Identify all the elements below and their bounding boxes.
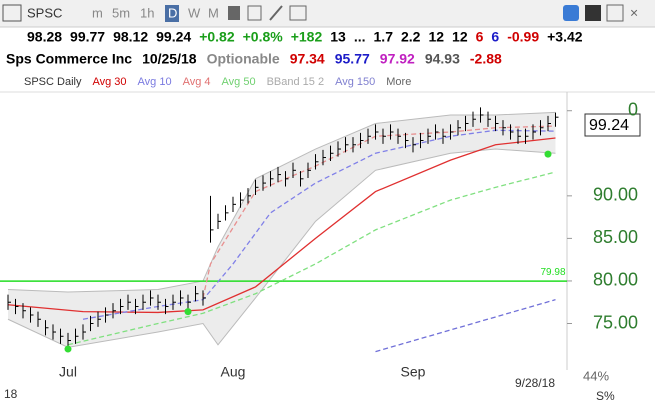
date-label: 9/28/18 [515,376,555,390]
info-value: 94.93 [425,51,460,67]
legend-entry: Avg 50 [222,76,256,88]
x-tick-label: Sep [401,364,426,380]
quote-value: ... [354,29,366,45]
quote-value: 1.7 [374,29,394,45]
quote-value: +0.82 [199,29,235,45]
close-icon[interactable]: × [630,5,638,21]
quote-value: +3.42 [547,29,583,45]
quote-value: 6 [476,29,484,45]
quote-value: -0.99 [507,29,539,45]
interval[interactable]: m [92,5,103,20]
info-value: 10/25/18 [142,51,197,67]
y-tick-label: 90.00 [593,185,638,205]
toolbar [0,0,655,27]
band-upper [7,111,556,293]
price-box-label: 99.24 [589,117,629,134]
horizontal-line-label: 79.98 [540,267,565,278]
legend-entry: Avg 150 [335,76,375,88]
window-icon[interactable] [606,4,624,22]
interval[interactable]: W [188,5,201,20]
quote-value: 13 [330,29,346,45]
interval[interactable]: 5m [112,5,130,20]
info-value: 95.77 [335,51,370,67]
quote-value: 12 [452,29,468,45]
legend-entry: More [386,76,411,88]
moving-average [375,299,556,353]
legend-entry: BBand 15 2 [267,76,325,88]
quote-value: 2.2 [401,29,421,45]
t-icon[interactable] [585,5,601,21]
footer-right[interactable]: S% [596,389,615,403]
quote-value: 99.24 [156,29,191,45]
signal-dot [544,150,552,158]
legend-entry: Avg 10 [138,76,172,88]
interval[interactable]: D [168,5,177,20]
quote-value: 98.12 [113,29,148,45]
x-tick-label: Jul [59,364,77,380]
zoom-percent[interactable]: 44% [583,368,609,383]
quote-value: 99.77 [70,29,105,45]
y-tick-label: 0 [628,99,638,119]
symbol[interactable]: SPSC [27,5,62,20]
band-fill [8,112,556,348]
footer-left: 18 [4,387,18,401]
interval[interactable]: 1h [140,5,154,20]
y-tick-label: 75.00 [593,312,638,332]
signal-dot [64,345,72,353]
info-value: 97.92 [380,51,415,67]
info-value: Optionable [207,51,280,67]
s-icon[interactable] [563,5,579,21]
info-value: -2.88 [470,51,502,67]
y-tick-label: 80.00 [593,270,638,290]
bar-icon[interactable] [228,6,240,20]
note-icon[interactable] [289,5,307,21]
quote-value: 98.28 [27,29,62,45]
interval[interactable]: M [208,5,219,20]
x-tick-label: Aug [221,364,246,380]
draw-icon[interactable] [269,5,283,21]
quote-value: +0.8% [243,29,284,45]
legend-entry: Avg 30 [92,76,126,88]
info-value: Sps Commerce Inc [6,51,132,67]
symbol-icon[interactable] [2,4,22,22]
scale-icon[interactable] [247,5,262,21]
moving-average [67,171,556,346]
legend-entry: Avg 4 [183,76,211,88]
quote-value: +182 [291,29,323,45]
quote-value: 6 [491,29,499,45]
signal-dot [184,308,192,316]
price-box [584,113,641,137]
legend-entry: SPSC Daily [24,76,82,88]
band-lower [7,148,556,348]
quote-value: 12 [428,29,444,45]
info-value: 97.34 [290,51,325,67]
interval-active [165,5,179,22]
y-tick-label: 85.00 [593,227,638,247]
